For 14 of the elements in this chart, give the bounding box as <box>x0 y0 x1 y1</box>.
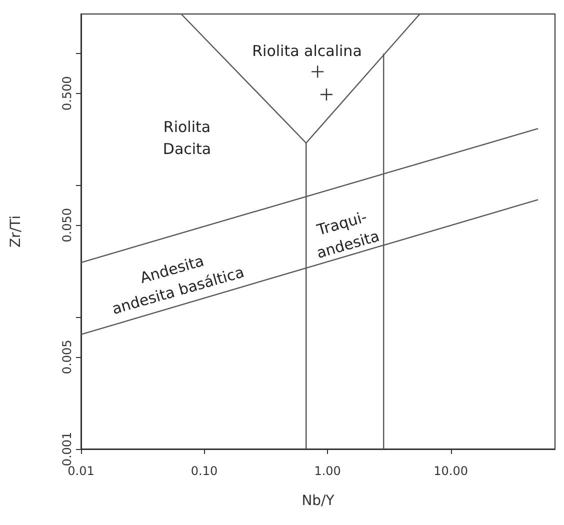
y-tick-label: 0.500 <box>60 76 74 111</box>
annotation: Traqui- andesita <box>314 208 382 262</box>
y-tick-label: 0.001 <box>60 432 74 466</box>
x-tick-label: 10.00 <box>434 464 468 478</box>
y-axis-title: Zr/Ti <box>8 215 24 248</box>
x-tick-label: 0.10 <box>190 464 218 478</box>
y-tick-label: 0.005 <box>60 340 74 374</box>
x-tick-label: 1.00 <box>314 464 341 478</box>
y-tick-label: 0.050 <box>60 208 74 242</box>
x-tick-label: 0.01 <box>68 464 94 478</box>
annotation: Riolita Dacita <box>162 118 212 158</box>
annotation: Andesita andesita basáltica <box>110 252 246 318</box>
annotation: Riolita alcalina <box>252 42 362 60</box>
x-axis-title: Nb/Y <box>302 493 335 509</box>
